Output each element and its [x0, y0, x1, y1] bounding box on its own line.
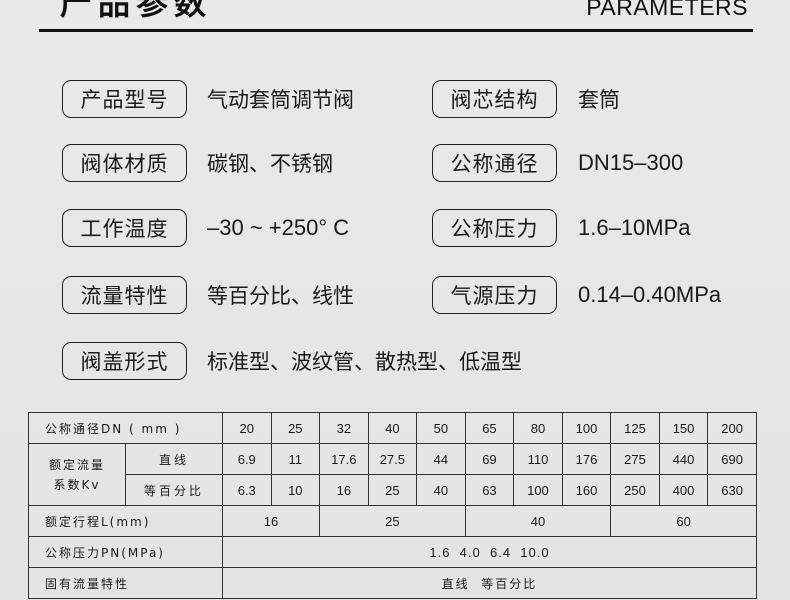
kv-equal-cell: 10: [270, 474, 321, 506]
dn-cell: 25: [270, 412, 321, 444]
page-title-en: PARAMETERS: [586, 0, 748, 20]
characteristic-values: 直线 等百分比: [222, 567, 757, 599]
kv-label-text: 额定流量 系数Kv: [48, 457, 105, 492]
kv-linear-cell: 275: [610, 443, 660, 475]
kv-equal-cell: 63: [464, 474, 515, 506]
spec-label: 阀体材质: [62, 144, 187, 182]
kv-linear-cell: 44: [416, 443, 466, 475]
spec-label: 公称压力: [432, 209, 557, 247]
spec-value: 等百分比、线性: [207, 284, 354, 308]
kv-linear-cell: 690: [707, 443, 757, 475]
dn-cell: 100: [561, 412, 612, 444]
pn-values: 1.6 4.0 6.4 10.0: [222, 536, 757, 568]
dn-cell: 200: [707, 412, 757, 444]
table-row-kv-linear: 额定流量 系数Kv 直线 6.9 11 17.6 27.5 44 69 110 176 275 4…: [28, 443, 757, 506]
kv-linear-cell: 110: [513, 443, 563, 475]
dn-cell: 80: [513, 412, 563, 444]
kv-linear-cell: 27.5: [367, 443, 418, 475]
kv-linear-cell: 17.6: [319, 443, 369, 475]
spec-value: 气动套筒调节阀: [207, 88, 354, 112]
kv-equal-cell: 6.3: [222, 474, 272, 506]
spec-value: 0.14–0.40MPa: [578, 282, 722, 307]
kv-equal-cell: 630: [707, 474, 757, 506]
kv-linear-cell: 69: [464, 443, 515, 475]
kv-equal-cell: 16: [319, 474, 369, 506]
spec-label: 流量特性: [62, 276, 187, 314]
stroke-label: 额定行程L(mm): [28, 505, 223, 537]
kv-equal-cell: 400: [658, 474, 709, 506]
table-row-pn: 公称压力PN(MPa) 1.6 4.0 6.4 10.0: [28, 536, 757, 568]
spec-label: 阀盖形式: [62, 342, 187, 380]
dn-cell: 32: [319, 412, 369, 444]
spec-label: 气源压力: [432, 276, 557, 314]
table-row-dn: 公称通径DN ( mm ) 20 25 32 40 50 65 80 100 125 150 200: [28, 412, 757, 444]
kv-linear-cell: 11: [270, 443, 321, 475]
dn-cell: 20: [222, 412, 272, 444]
spec-label: 工作温度: [62, 209, 187, 247]
dn-cell: 125: [610, 412, 660, 444]
spec-value: 标准型、波纹管、散热型、低温型: [207, 350, 522, 374]
table-row-characteristic: 固有流量特性 直线 等百分比: [28, 567, 757, 599]
characteristic-label: 固有流量特性: [28, 567, 223, 599]
page-title-cn: 产品参数: [60, 0, 213, 22]
pn-label: 公称压力PN(MPa): [28, 536, 223, 568]
kv-linear-cell: 6.9: [222, 443, 272, 475]
kv-equal-cell: 100: [513, 474, 563, 506]
stroke-cell: 40: [464, 505, 612, 537]
kv-equal-cell: 40: [416, 474, 466, 506]
kv-label: 额定流量 系数Kv: [28, 443, 126, 506]
dn-cell: 150: [658, 412, 709, 444]
kv-equal-cell: 250: [610, 474, 660, 506]
spec-label: 产品型号: [62, 80, 187, 118]
kv-linear-cell: 440: [658, 443, 709, 475]
spec-label: 阀芯结构: [432, 80, 557, 118]
kv-equal-cell: 25: [367, 474, 418, 506]
title-divider: [39, 29, 753, 32]
stroke-cell: 25: [319, 505, 466, 537]
table-row-stroke: 额定行程L(mm) 16 25 40 60: [28, 505, 757, 537]
dn-cell: 65: [464, 412, 515, 444]
table-row-kv-equal: 等百分比 6.3 10 16 25 40 63 100 160 250 400 630: [29, 474, 757, 506]
spec-value: 碳钢、不锈钢: [207, 152, 333, 176]
stroke-cell: 16: [221, 505, 321, 537]
kv-linear-label: 直线: [125, 443, 223, 475]
kv-linear-cell: 176: [561, 443, 612, 475]
kv-equal-label: 等百分比: [125, 474, 223, 506]
spec-value: –30 ~ +250° C: [207, 215, 350, 240]
spec-value: 1.6–10MPa: [578, 215, 691, 240]
stroke-cell: 60: [610, 505, 757, 537]
spec-value: 套筒: [578, 88, 620, 112]
dn-cell: 50: [416, 412, 466, 444]
kv-equal-cell: 160: [561, 474, 612, 506]
spec-label: 公称通径: [432, 144, 557, 182]
dn-cell: 40: [367, 412, 418, 444]
dn-label: 公称通径DN ( mm ): [28, 412, 223, 444]
spec-value: DN15–300: [578, 150, 684, 175]
parameters-table: 公称通径DN ( mm ) 20 25 32 40 50 65 80 100 125 150 200…: [28, 412, 757, 599]
